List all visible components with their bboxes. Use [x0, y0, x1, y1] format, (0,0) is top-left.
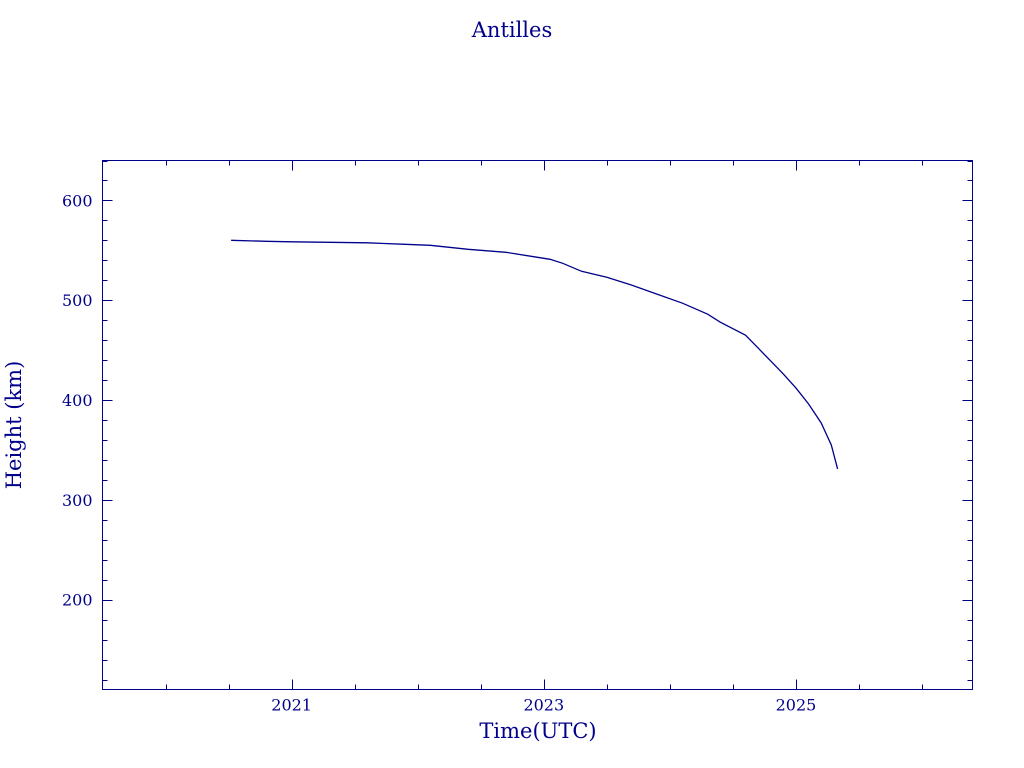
x-tick-label: 2021	[271, 696, 312, 715]
y-tick-label: 600	[62, 191, 93, 210]
altitude-series-line	[231, 239, 839, 470]
y-tick-label: 300	[62, 491, 93, 510]
plot-frame	[102, 160, 973, 690]
chart-title: Antilles	[471, 18, 552, 42]
x-tick-label: 2025	[776, 696, 817, 715]
y-tick-label: 500	[62, 291, 93, 310]
y-tick-label: 400	[62, 391, 93, 410]
tick-labels: 2021 2023 2025 200 300 400 500 600	[62, 191, 816, 714]
y-axis-label: Height (km)	[2, 361, 26, 490]
y-tick-label: 200	[62, 591, 93, 610]
x-axis-label: Time(UTC)	[479, 719, 596, 743]
x-tick-label: 2023	[523, 696, 564, 715]
tick-marks	[102, 160, 973, 690]
